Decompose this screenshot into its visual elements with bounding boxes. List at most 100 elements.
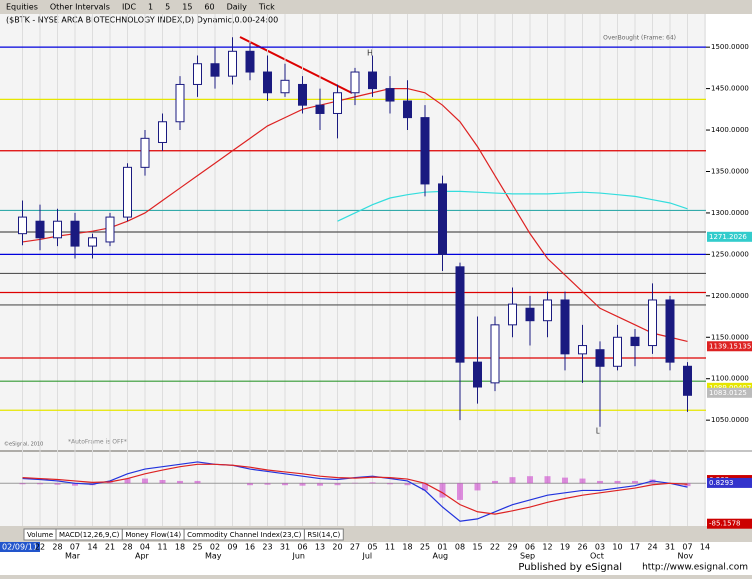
macd-histogram-bar <box>545 476 551 483</box>
macd-histogram-bar <box>317 483 323 485</box>
x-tick-label: 05 <box>367 543 377 552</box>
x-tick-label: 19 <box>560 543 570 552</box>
macd-histogram-bar <box>20 483 26 484</box>
macd-histogram-bar <box>457 483 463 500</box>
candle-body <box>176 84 184 121</box>
candle-body <box>106 217 114 242</box>
macd-histogram-bar <box>475 483 481 490</box>
x-tick-label: 26 <box>577 543 587 552</box>
toolbar-item[interactable]: 15 <box>182 3 192 12</box>
toolbar-item[interactable]: Tick <box>258 3 275 12</box>
candle-body <box>316 105 324 113</box>
month-label: Sep <box>520 552 535 561</box>
toolbar-item[interactable]: 5 <box>165 3 170 12</box>
footer-bar <box>0 560 752 575</box>
macd-histogram-bar <box>597 481 603 483</box>
x-tick-label: 13 <box>315 543 325 552</box>
x-tick-label: 28 <box>122 543 132 552</box>
candle-body <box>439 184 447 254</box>
macd-histogram-bar <box>142 479 148 484</box>
macd-label: 0.8293 <box>709 479 734 487</box>
x-tick-label: 10 <box>612 543 622 552</box>
candle-body <box>631 337 639 345</box>
x-tick-label: 01 <box>437 543 447 552</box>
x-tick-label: 12 <box>542 543 552 552</box>
candle-body <box>561 300 569 354</box>
toolbar-item[interactable]: 60 <box>204 3 214 12</box>
candle-body <box>369 72 377 89</box>
tab-label[interactable]: Money Flow(14) <box>125 531 181 539</box>
chart-title: ($BTK - NYSE ARCA BIOTECHNOLOGY INDEX,D)… <box>6 16 278 25</box>
tab-label[interactable]: Volume <box>27 531 53 539</box>
tab-label[interactable]: Commodity Channel Index(23,C) <box>187 531 302 539</box>
macd-histogram-bar <box>562 478 568 484</box>
toolbar-item[interactable]: IDC <box>122 3 137 12</box>
candle-body <box>334 93 342 114</box>
candle-body <box>474 362 482 387</box>
x-tick-label: 11 <box>385 543 395 552</box>
month-label: Aug <box>433 552 449 561</box>
toolbar-item[interactable]: Equities <box>6 3 38 12</box>
candle-body <box>421 118 429 184</box>
toolbar-item[interactable]: Daily <box>227 3 248 12</box>
cursor-date: 02/09/11 <box>2 543 38 552</box>
x-tick-label: 08 <box>455 543 465 552</box>
candle-body <box>404 101 412 118</box>
macd-histogram-bar <box>177 481 183 483</box>
price-label: 1139.15135 <box>709 342 751 350</box>
toolbar-item[interactable]: Other Intervals <box>50 3 110 12</box>
candle-body <box>456 267 464 362</box>
candle-body <box>666 300 674 362</box>
x-tick-label: 04 <box>140 543 150 552</box>
candle-body <box>579 346 587 354</box>
candle-body <box>229 51 237 76</box>
macd-histogram-bar <box>527 476 533 483</box>
macd-histogram-bar <box>282 483 288 485</box>
candle-body <box>386 89 394 101</box>
x-tick-label: 28 <box>52 543 62 552</box>
candle-body <box>509 304 517 325</box>
x-tick-label: 25 <box>192 543 202 552</box>
month-label: Oct <box>590 552 604 561</box>
x-tick-label: 06 <box>297 543 307 552</box>
x-tick-label: 17 <box>630 543 640 552</box>
candle-body <box>684 366 692 395</box>
y-tick-label: 1350.0000 <box>711 167 749 175</box>
macd-histogram-bar <box>160 480 166 483</box>
candle-body <box>596 350 604 367</box>
y-tick-label: 1400.0000 <box>711 126 749 134</box>
candle-body <box>159 122 167 143</box>
x-tick-label: 02 <box>210 543 220 552</box>
macd-histogram-bar <box>370 482 376 483</box>
candle-body <box>614 337 622 366</box>
overbought-note: OverBought (Frame: 64) <box>603 35 676 42</box>
macd-histogram-bar <box>300 483 306 485</box>
macd-histogram-bar <box>265 483 271 484</box>
candle-body <box>246 51 254 72</box>
toolbar-item[interactable]: 1 <box>148 3 153 12</box>
x-tick-label: 27 <box>350 543 360 552</box>
y-tick-label: 1500.0000 <box>711 43 749 51</box>
x-tick-label: 22 <box>35 543 45 552</box>
month-label: Jul <box>362 552 373 561</box>
month-label: Jun <box>292 552 306 561</box>
candle-body <box>299 84 307 105</box>
x-tick-label: 06 <box>525 543 535 552</box>
x-tick-label: 11 <box>157 543 167 552</box>
x-tick-label: 25 <box>420 543 430 552</box>
autoframe-note: *AutoFrame is OFF* <box>68 439 127 446</box>
y-tick-label: 1100.0000 <box>711 375 749 383</box>
macd-histogram-bar <box>195 481 201 483</box>
candle-body <box>71 221 79 246</box>
macd-histogram-bar <box>335 483 341 485</box>
y-tick-label: 1450.0000 <box>711 85 749 93</box>
month-label: May <box>205 552 222 561</box>
toolbar <box>0 0 752 14</box>
tab-label[interactable]: MACD(12,26,9,C) <box>59 531 120 539</box>
x-tick-label: 20 <box>332 543 342 552</box>
macd-histogram-bar <box>510 477 516 483</box>
tab-label[interactable]: RSI(14,C) <box>307 531 340 539</box>
x-tick-label: 16 <box>245 543 255 552</box>
